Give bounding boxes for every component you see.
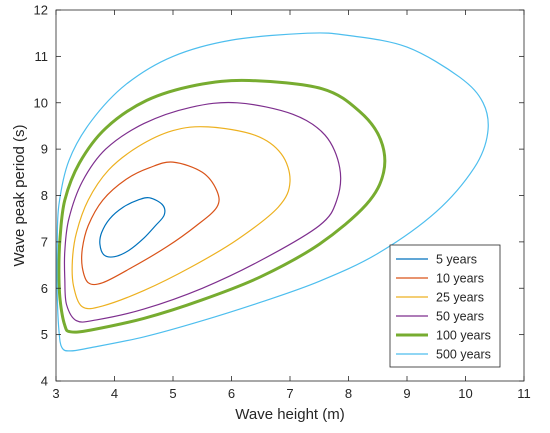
y-tick-label: 11 xyxy=(35,49,49,64)
x-tick-label: 11 xyxy=(517,386,531,401)
x-tick-label: 6 xyxy=(228,386,235,401)
y-tick-label: 4 xyxy=(41,374,48,389)
legend-label: 500 years xyxy=(436,348,491,362)
x-axis-label: Wave height (m) xyxy=(235,406,344,423)
legend-label: 100 years xyxy=(436,329,491,343)
contour-50-years xyxy=(63,101,342,323)
x-tick-label: 3 xyxy=(52,386,59,401)
contour-100-years xyxy=(57,78,387,334)
y-tick-label: 6 xyxy=(41,281,48,296)
contour-500-years xyxy=(56,32,489,352)
legend-label: 5 years xyxy=(436,253,477,267)
y-tick-label: 9 xyxy=(41,142,48,157)
x-tick-label: 7 xyxy=(286,386,293,401)
x-tick-label: 8 xyxy=(345,386,352,401)
legend-label: 10 years xyxy=(436,272,484,286)
x-tick-label: 9 xyxy=(403,386,410,401)
x-tick-label: 5 xyxy=(169,386,176,401)
legend-box xyxy=(389,244,501,368)
y-tick-label: 5 xyxy=(41,327,48,342)
contour-25-years xyxy=(71,126,291,310)
y-tick-label: 10 xyxy=(34,95,48,110)
y-tick-label: 7 xyxy=(41,234,48,249)
series-layer xyxy=(56,32,489,352)
x-tick-label: 4 xyxy=(111,386,118,401)
y-tick-label: 8 xyxy=(41,188,48,203)
contour-5-years xyxy=(99,197,166,258)
legend-label: 50 years xyxy=(436,310,484,324)
y-axis-label: Wave peak period (s) xyxy=(11,124,28,266)
y-tick-label: 12 xyxy=(34,3,48,18)
x-tick-label: 10 xyxy=(458,386,472,401)
legend: 5 years 10 years 25 years 50 years 100 years… xyxy=(389,244,501,368)
contour-10-years xyxy=(81,161,220,286)
legend-label: 25 years xyxy=(436,291,484,305)
